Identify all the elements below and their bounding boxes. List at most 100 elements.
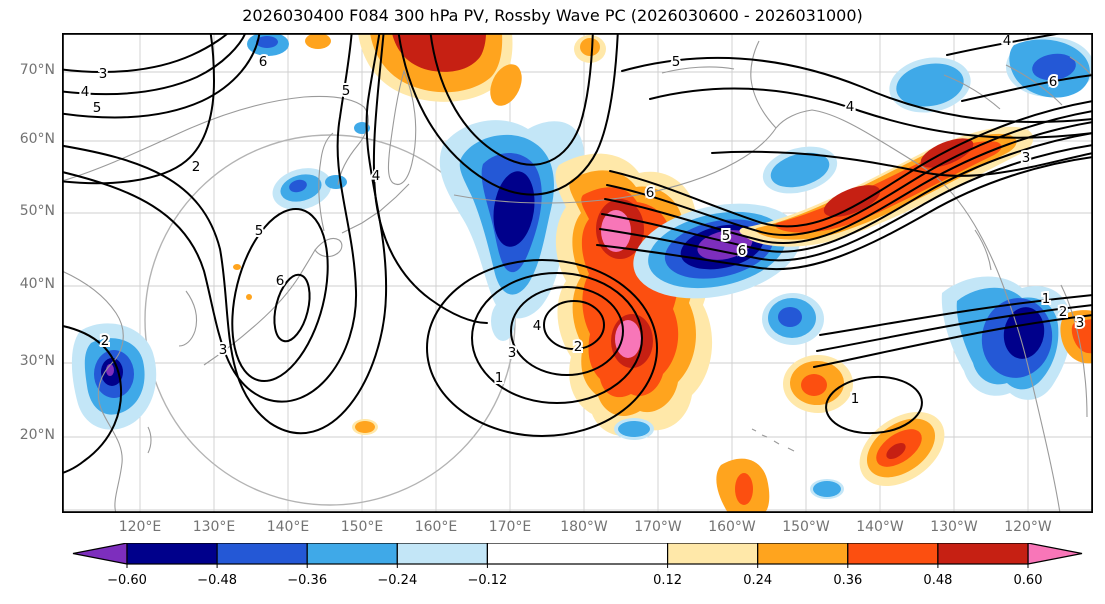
anomaly-region xyxy=(256,36,278,48)
pv-contour-line xyxy=(57,28,215,185)
anomaly-region xyxy=(246,294,252,300)
pv-contour-line xyxy=(57,28,388,435)
pv-contour-line xyxy=(57,28,358,403)
coastline xyxy=(943,74,1001,110)
pv-contour-line xyxy=(813,314,1094,368)
anomaly-region xyxy=(896,63,964,107)
anomaly-region xyxy=(325,175,347,189)
lon-axis: 120°E 130°E 140°E 150°E 160°E 170°E 180°W 170°W… xyxy=(0,519,1105,541)
coastline xyxy=(974,229,992,271)
colorbar-tick-label: 0.48 xyxy=(923,573,952,588)
pv-contour-line xyxy=(397,28,619,196)
lon-tick-label: 140°E xyxy=(266,519,310,535)
lat-tick-label: 40°N xyxy=(19,276,55,292)
anomaly-region xyxy=(233,264,241,270)
colorbar-tick-label: 0.36 xyxy=(833,573,862,588)
colorbar-tick-label: −0.24 xyxy=(377,573,417,588)
colorbar-under-arrow xyxy=(72,543,128,565)
anomaly-region xyxy=(778,307,802,327)
coastline xyxy=(661,66,735,74)
lon-tick-label: 170°W xyxy=(634,519,682,535)
pv-contour-line xyxy=(57,28,261,119)
pv-contour-line xyxy=(606,110,1094,237)
contour-value-label: 6 xyxy=(1049,74,1058,90)
colorbar: −0.60 −0.48 −0.36 −0.24 −0.12 0.12 0.24 0.36 0.4… xyxy=(72,543,1083,588)
coastline xyxy=(318,132,334,232)
contour-value-label: 1 xyxy=(851,391,860,407)
coastline xyxy=(1060,284,1088,418)
lat-tick-label: 70°N xyxy=(19,62,55,78)
coastline xyxy=(61,270,124,514)
contour-value-label: 6 xyxy=(646,185,655,201)
pv-contour-line xyxy=(372,28,488,324)
pv-contour-line xyxy=(231,207,329,383)
anomaly-region xyxy=(289,179,307,193)
anomaly-region xyxy=(392,33,486,72)
lat-tick-label: 60°N xyxy=(19,131,55,147)
colorbar-tick-label: −0.36 xyxy=(287,573,327,588)
anomaly-region xyxy=(735,473,753,505)
anomaly-region xyxy=(615,320,641,358)
contour-value-label: 6 xyxy=(276,273,285,289)
coastline xyxy=(341,183,410,234)
contour-value-label: 2 xyxy=(192,159,201,175)
anomaly-region xyxy=(823,185,881,217)
colorbar-segment xyxy=(486,543,669,565)
pv-contour-line xyxy=(599,144,1094,262)
contour-value-label: 1 xyxy=(1042,291,1051,307)
coastline xyxy=(751,428,795,452)
contour-value-label: 3 xyxy=(219,342,228,358)
lon-tick-label: 160°E xyxy=(414,519,458,535)
lon-tick-label: 160°W xyxy=(708,519,756,535)
contour-value-label: 5 xyxy=(93,100,102,116)
pv-contour-line xyxy=(471,272,643,404)
contour-value-label: 5 xyxy=(672,54,681,70)
colorbar-segment xyxy=(306,543,398,565)
coastline xyxy=(178,290,198,347)
colorbar-segment xyxy=(937,543,1029,565)
pv-contour-line xyxy=(429,28,594,166)
contour-value-label: 5 xyxy=(342,83,351,99)
colorbar-segment xyxy=(396,543,488,565)
colorbar-segment xyxy=(126,543,218,565)
anomaly-region xyxy=(920,138,974,168)
contour-value-label: 6 xyxy=(738,243,747,259)
anomaly-region xyxy=(886,443,906,459)
lat-axis: 70°N 60°N 50°N 40°N 30°N 20°N xyxy=(0,0,60,604)
great-circle-ring xyxy=(144,134,516,506)
colorbar-tick-label: −0.12 xyxy=(467,573,507,588)
contour-value-label: 4 xyxy=(1003,33,1012,49)
pv-contour-line xyxy=(609,100,1094,228)
contour-value-label: 6 xyxy=(259,54,268,70)
pv-contour-line xyxy=(816,304,1094,352)
lon-tick-label: 130°E xyxy=(192,519,236,535)
contour-value-label: 4 xyxy=(81,84,90,100)
lon-tick-label: 150°E xyxy=(340,519,384,535)
pv-contour-line xyxy=(649,87,1094,139)
anomaly-region xyxy=(801,374,827,396)
colorbar-segment xyxy=(847,543,939,565)
colorbar-tick-label: −0.48 xyxy=(197,573,237,588)
anomaly-region xyxy=(813,481,841,497)
contour-value-label: 3 xyxy=(99,66,108,82)
lat-tick-label: 30°N xyxy=(19,353,55,369)
pv-contour-line xyxy=(604,121,1094,245)
pv-contour-line xyxy=(510,286,624,376)
lon-tick-label: 130°W xyxy=(930,519,978,535)
coastline xyxy=(929,171,1061,514)
contour-value-label: 3 xyxy=(1022,150,1031,166)
colorbar-segment xyxy=(757,543,849,565)
anomaly-region xyxy=(770,152,830,188)
pv-contour-line xyxy=(57,28,248,96)
pv-contour-line xyxy=(57,28,233,74)
map-frame xyxy=(61,32,1093,514)
pv-contour-line xyxy=(273,273,311,343)
colorbar-tick-label: 0.12 xyxy=(653,573,682,588)
lon-tick-label: 180°W xyxy=(560,519,608,535)
pv-contour-line xyxy=(819,294,1094,336)
anomaly-region xyxy=(305,33,331,49)
coastline xyxy=(147,426,152,454)
